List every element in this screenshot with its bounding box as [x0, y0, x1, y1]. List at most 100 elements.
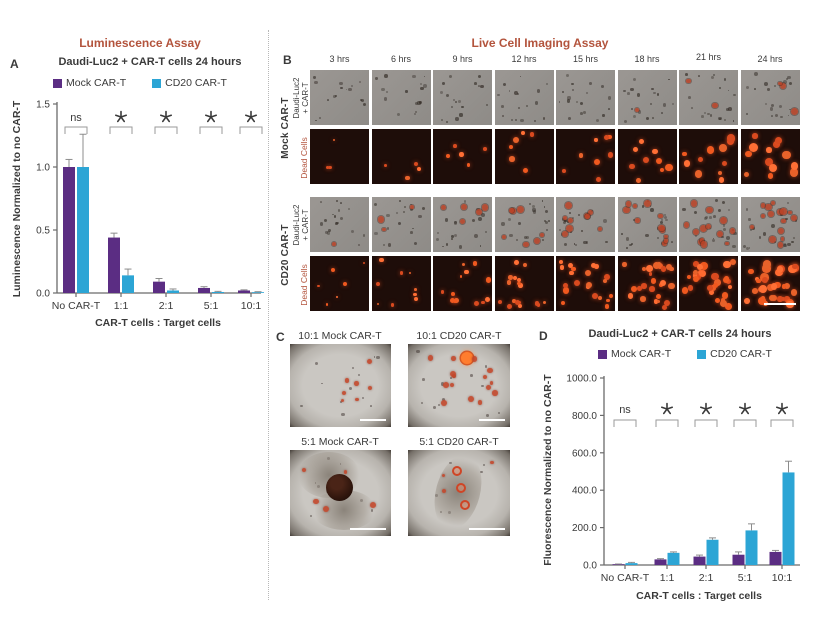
dying-cell-speck — [625, 201, 632, 207]
dead-cell-dot — [559, 265, 564, 270]
dying-cell-speck — [443, 382, 449, 388]
cell-speck — [721, 200, 725, 204]
cell-speck — [423, 84, 428, 89]
cell-speck — [417, 101, 421, 105]
cell-speck — [726, 235, 731, 240]
dead-cell-dot — [668, 282, 675, 290]
cell-speck — [576, 101, 578, 103]
cell-speck — [602, 219, 607, 223]
dead-cell-dot — [707, 284, 714, 291]
cell-speck — [486, 414, 490, 418]
cell-speck — [450, 377, 452, 379]
scale-bar — [469, 528, 505, 530]
cell-speck — [773, 85, 776, 88]
dead-cell-dot — [483, 147, 487, 152]
dying-cell-speck — [765, 203, 773, 211]
legend-swatch-cd20-icon — [152, 78, 162, 88]
dead-cell-dot — [648, 271, 653, 276]
cell-speck — [363, 102, 367, 106]
significance-star-icon — [699, 406, 707, 410]
panel-a-title: Daudi-Luc2 + CAR-T cells 24 hours — [58, 56, 242, 68]
scale-bar — [350, 528, 386, 530]
dying-cell-speck — [719, 216, 727, 224]
dead-cell-dot — [755, 278, 761, 284]
spheroid-image — [290, 344, 391, 427]
bar — [167, 290, 179, 293]
c-image-label-5-1-cd20: 5:1 CD20 CAR-T — [419, 436, 499, 448]
legend-label-mock: Mock CAR-T — [611, 348, 672, 360]
cell-speck — [502, 114, 505, 117]
cell-speck — [764, 82, 769, 87]
significance-bracket — [199, 126, 223, 134]
cell-speck — [376, 355, 380, 360]
dying-cell-speck — [508, 207, 515, 213]
significance-bracket — [154, 126, 178, 134]
cell-speck — [514, 90, 519, 95]
cell-speck — [571, 88, 574, 91]
cell-speck — [313, 76, 316, 79]
cell-speck — [433, 406, 437, 409]
cell-speck — [630, 242, 634, 246]
dead-cell-dot — [748, 268, 754, 275]
cell-speck — [694, 210, 698, 214]
cell-speck — [586, 92, 589, 95]
dying-cell-speck — [588, 209, 594, 215]
cell-speck — [410, 231, 413, 234]
dying-cell-speck — [700, 238, 705, 243]
microscopy-tile — [371, 129, 431, 184]
dying-cell-speck — [460, 219, 465, 225]
dead-cell-dot — [784, 296, 790, 302]
dead-cell-dot — [317, 284, 320, 288]
dead-cell-dot — [636, 177, 641, 183]
cell-speck — [652, 116, 655, 119]
dead-cell-dot — [603, 135, 610, 141]
cell-speck — [452, 98, 455, 101]
dying-cell-speck — [716, 230, 723, 237]
dead-cell-dot — [752, 288, 758, 294]
cell-speck — [516, 92, 520, 96]
cell-speck — [386, 213, 390, 217]
panel-d-legend: Mock CAR-T CD20 CAR-T — [565, 348, 805, 360]
dying-cell-speck — [332, 242, 337, 247]
row-label-cd20-daudi: Daudi-Luc2 + CAR-T — [292, 204, 310, 246]
cell-speck — [637, 110, 642, 114]
significance-star-icon — [738, 406, 746, 410]
cell-speck — [478, 74, 482, 78]
significance-bracket — [64, 126, 88, 134]
cell-speck — [320, 382, 323, 385]
cell-speck — [778, 104, 782, 108]
dead-cell-dot — [683, 160, 691, 168]
dead-cell-dot — [712, 282, 719, 289]
cell-speck — [441, 398, 446, 402]
significance-star-icon — [701, 408, 707, 415]
cell-speck — [518, 222, 521, 226]
cell-speck — [671, 240, 674, 243]
cell-speck — [656, 237, 659, 240]
dead-cell-dot — [413, 161, 419, 167]
cell-speck — [543, 206, 546, 208]
dead-cell-dot — [379, 258, 384, 263]
cell-speck — [461, 105, 464, 108]
dead-cell-dot — [328, 165, 333, 170]
cell-speck — [578, 214, 580, 217]
dead-cell-dot — [727, 134, 736, 143]
cell-speck — [542, 117, 545, 120]
cell-speck — [709, 216, 712, 219]
significance-star-icon — [250, 116, 256, 123]
dead-cell-dot — [408, 271, 412, 275]
significance-star-icon — [775, 406, 783, 410]
cell-speck — [422, 206, 426, 210]
x-axis-title: CAR-T cells : Target cells — [95, 317, 221, 329]
dying-cell-speck — [312, 498, 319, 505]
dying-cell-speck — [683, 222, 690, 228]
microscopy-tile — [617, 70, 677, 125]
cell-speck — [520, 118, 524, 122]
bright-dead-cell-blob — [461, 352, 474, 365]
dead-cell-dot — [744, 171, 750, 177]
legend-swatch-mock-icon — [598, 349, 608, 359]
dying-cell-speck — [780, 208, 788, 216]
dead-cell-dot — [607, 152, 614, 159]
dead-cell-dot — [687, 275, 692, 280]
significance-star-icon — [705, 406, 713, 410]
dead-cell-dot — [745, 150, 752, 158]
